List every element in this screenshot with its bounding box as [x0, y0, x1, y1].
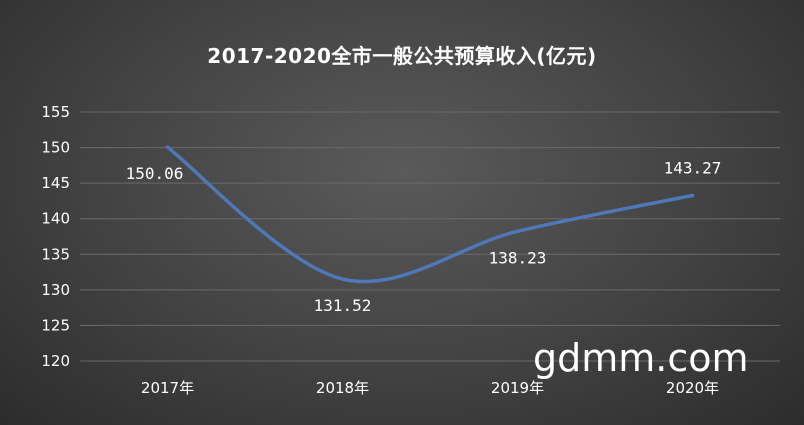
- y-tick-label: 140: [41, 210, 70, 228]
- y-tick-label: 135: [41, 245, 70, 263]
- y-tick-label: 150: [41, 139, 70, 157]
- y-tick-label: 145: [41, 174, 70, 192]
- x-tick-label: 2019年: [491, 379, 544, 397]
- y-tick-label: 120: [41, 352, 70, 370]
- data-label: 131.52: [314, 296, 372, 315]
- y-tick-label: 125: [41, 316, 70, 334]
- series-line: [165, 145, 695, 284]
- watermark: gdmm.com: [533, 336, 749, 380]
- data-label: 150.06: [126, 164, 184, 183]
- data-label: 138.23: [489, 248, 547, 267]
- x-tick-label: 2017年: [141, 379, 194, 397]
- chart-title: 2017-2020全市一般公共预算收入(亿元): [207, 44, 597, 68]
- y-tick-label: 130: [41, 281, 70, 299]
- y-tick-label: 155: [41, 103, 70, 121]
- data-label: 143.27: [664, 158, 722, 177]
- x-tick-label: 2020年: [666, 379, 719, 397]
- x-tick-label: 2018年: [316, 379, 369, 397]
